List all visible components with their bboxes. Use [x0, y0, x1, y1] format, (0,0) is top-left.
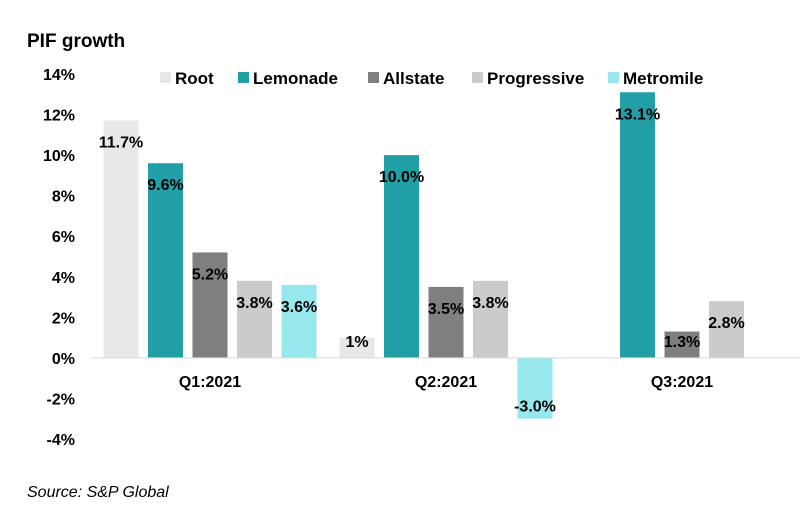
legend-swatch-allstate: [368, 72, 379, 83]
legend-label-progressive: Progressive: [487, 69, 584, 88]
y-tick-label: 10%: [43, 148, 75, 165]
bar-metromile-q1-2021: [281, 284, 317, 358]
bar-allstate-q1-2021: [192, 252, 228, 358]
bar-root-q2-2021: [339, 337, 375, 358]
data-label: 2.8%: [708, 315, 744, 332]
data-label: 1.3%: [664, 334, 700, 351]
y-tick-label: 4%: [52, 270, 75, 287]
legend-label-root: Root: [175, 69, 214, 88]
legend-swatch-progressive: [472, 72, 483, 83]
legend-swatch-metromile: [608, 72, 619, 83]
data-label: 3.6%: [281, 299, 317, 316]
bar-lemonade-q1-2021: [148, 163, 183, 358]
data-label: 10.0%: [379, 169, 424, 186]
y-tick-label: 0%: [52, 351, 75, 368]
bar-metromile-q2-2021: [517, 357, 553, 419]
bars: [103, 92, 744, 419]
y-tick-label: 12%: [43, 108, 75, 125]
y-tick-label: -2%: [47, 391, 75, 408]
bar-progressive-q2-2021: [473, 280, 508, 358]
legend-swatch-root: [160, 72, 171, 83]
legend-swatch-lemonade: [238, 72, 249, 83]
chart-title: PIF growth: [27, 31, 125, 52]
data-label: 3.5%: [428, 301, 464, 318]
data-label: 3.8%: [472, 295, 508, 312]
data-label: 9.6%: [147, 177, 183, 194]
category-label: Q3:2021: [651, 374, 713, 391]
y-tick-label: 14%: [43, 67, 75, 84]
data-label: 1%: [345, 334, 368, 351]
category-label: Q1:2021: [179, 374, 241, 391]
legend-label-allstate: Allstate: [383, 69, 444, 88]
y-axis: 14% 12% 10% 8% 6% 4% 2% 0% -2% -4%: [43, 67, 75, 449]
y-tick-label: 8%: [52, 189, 75, 206]
y-tick-label: 6%: [52, 229, 75, 246]
bar-allstate-q2-2021: [428, 286, 464, 358]
data-label: 13.1%: [615, 106, 660, 123]
source-note: Source: S&P Global: [27, 484, 169, 501]
bar-progressive-q1-2021: [237, 280, 272, 358]
data-label: 5.2%: [192, 266, 228, 283]
legend: Root Lemonade Allstate Progressive Metromile: [160, 69, 703, 88]
legend-label-lemonade: Lemonade: [253, 69, 338, 88]
bar-allstate-q3-2021: [664, 331, 700, 358]
y-tick-label: -4%: [47, 432, 75, 449]
data-label: 3.8%: [236, 295, 272, 312]
category-label: Q2:2021: [415, 374, 477, 391]
data-label: -3.0%: [514, 399, 556, 416]
bar-root-q1-2021: [103, 120, 139, 358]
y-tick-label: 2%: [52, 310, 75, 327]
data-labels: 11.7% 9.6% 5.2% 3.8% 3.6% 1% 10.0% 3.5% 3.8% -3.0…: [99, 106, 745, 415]
bar-progressive-q3-2021: [709, 301, 744, 358]
bar-lemonade-q2-2021: [384, 155, 419, 358]
legend-label-metromile: Metromile: [623, 69, 703, 88]
data-label: 11.7%: [99, 135, 143, 152]
bar-lemonade-q3-2021: [620, 92, 655, 358]
category-labels: Q1:2021 Q2:2021 Q3:2021: [179, 374, 713, 391]
